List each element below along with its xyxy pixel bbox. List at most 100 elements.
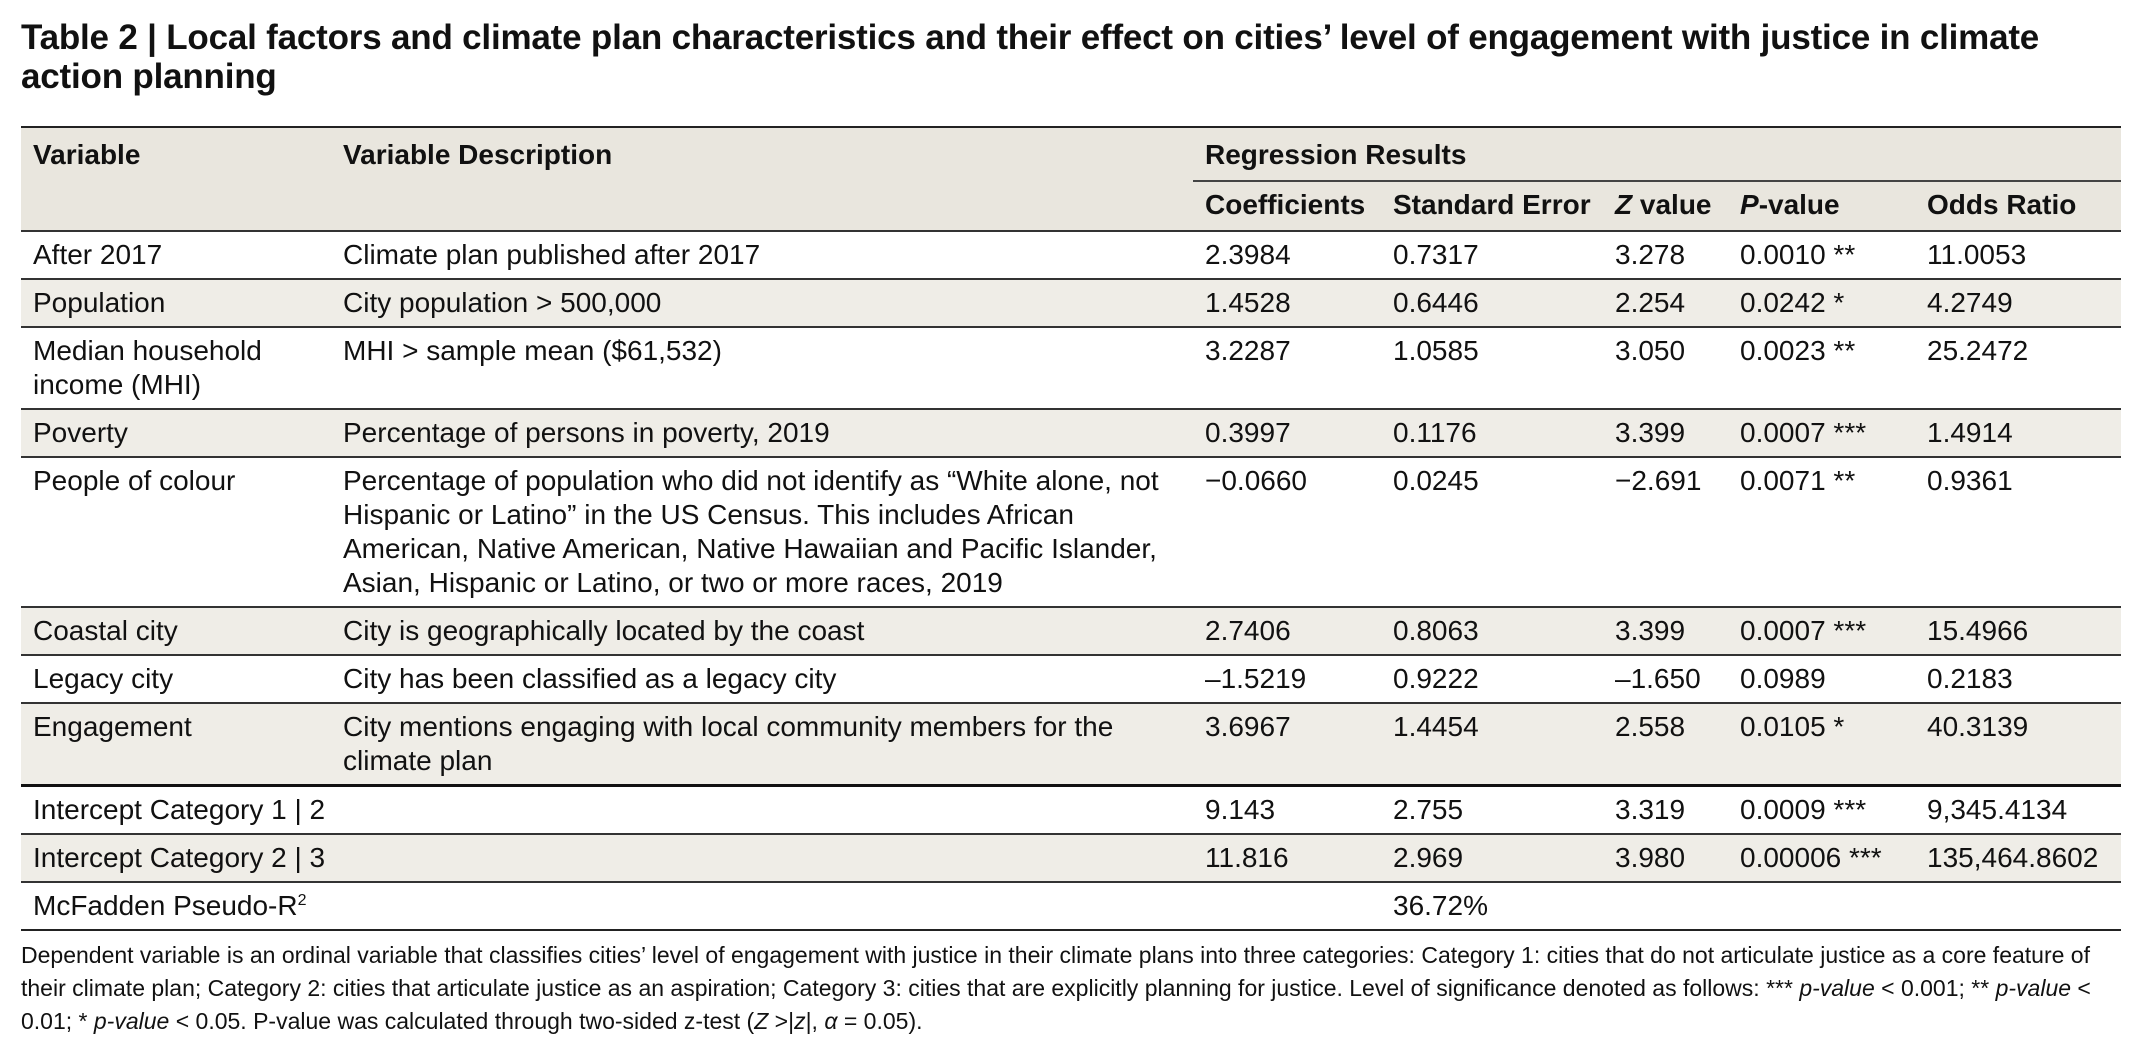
regression-table: Variable Variable Description Regression… — [21, 126, 2122, 931]
cell-description: City mentions engaging with local commun… — [331, 702, 1193, 786]
cell-mcfadden-label: McFadden Pseudo-R2 — [21, 881, 1381, 931]
cell-standard-error: 0.9222 — [1381, 654, 1603, 703]
table-row: Legacy city City has been classified as … — [21, 654, 2122, 703]
cell-z-value: 2.558 — [1603, 702, 1728, 786]
footnote-part-7: = 0.05). — [837, 1008, 923, 1034]
cell-variable: Poverty — [21, 408, 331, 457]
cell-empty — [1603, 881, 1728, 931]
cell-odds-ratio: 135,464.8602 — [1915, 833, 2122, 882]
cell-empty — [1915, 881, 2122, 931]
header-variable: Variable — [21, 126, 331, 181]
cell-odds-ratio: 0.2183 — [1915, 654, 2122, 703]
cell-p-value: 0.0105 * — [1728, 702, 1915, 786]
cell-z-value: 3.278 — [1603, 230, 1728, 279]
footnote-part-1: Dependent variable is an ordinal variabl… — [21, 942, 2090, 1001]
cell-coefficient: 1.4528 — [1193, 278, 1381, 327]
cell-z-value: 3.980 — [1603, 833, 1728, 882]
footnote-alpha: α — [824, 1008, 838, 1034]
table-container: Table 2 | Local factors and climate plan… — [21, 18, 2122, 1038]
cell-p-value: 0.0009 *** — [1728, 784, 1915, 834]
footnote-part-3: < 0.01; * — [21, 975, 2091, 1034]
table-row: Median household income (MHI) MHI > samp… — [21, 326, 2122, 409]
cell-standard-error: 1.4454 — [1381, 702, 1603, 786]
header-p-rest: -value — [1758, 189, 1840, 220]
mcfadden-label-text: McFadden Pseudo-R — [33, 890, 298, 921]
cell-empty — [1728, 881, 1915, 931]
header-blank-2 — [331, 181, 1193, 231]
cell-standard-error: 2.755 — [1381, 784, 1603, 834]
footnote-part-2: < 0.001; ** — [1874, 975, 1996, 1001]
cell-variable: Population — [21, 278, 331, 327]
cell-p-value: 0.0007 *** — [1728, 606, 1915, 655]
cell-description: MHI > sample mean ($61,532) — [331, 326, 1193, 409]
table-row-mcfadden: McFadden Pseudo-R2 36.72% — [21, 881, 2122, 931]
cell-standard-error: 0.6446 — [1381, 278, 1603, 327]
cell-variable: Engagement — [21, 702, 331, 786]
cell-standard-error: 0.0245 — [1381, 456, 1603, 607]
cell-z-value: 3.319 — [1603, 784, 1728, 834]
footnote-pvalue-2: p-value — [1995, 975, 2072, 1001]
cell-z-value: 2.254 — [1603, 278, 1728, 327]
cell-coefficient: −0.0660 — [1193, 456, 1381, 607]
cell-coefficient: 3.6967 — [1193, 702, 1381, 786]
header-description: Variable Description — [331, 126, 1193, 181]
header-standard-error: Standard Error — [1381, 180, 1603, 231]
header-p-value: P-value — [1728, 180, 1915, 231]
footnote-pvalue-1: p-value — [1799, 975, 1875, 1001]
cell-odds-ratio: 25.2472 — [1915, 326, 2122, 409]
cell-p-value: 0.0023 ** — [1728, 326, 1915, 409]
footnote-part-6: |, — [805, 1008, 825, 1034]
cell-coefficient: 3.2287 — [1193, 326, 1381, 409]
footnote-part-5: >| — [768, 1008, 795, 1034]
cell-mcfadden-value: 36.72% — [1381, 881, 1603, 931]
cell-odds-ratio: 4.2749 — [1915, 278, 2122, 327]
mcfadden-superscript: 2 — [297, 892, 307, 909]
cell-description: City population > 500,000 — [331, 278, 1193, 327]
cell-p-value: 0.0007 *** — [1728, 408, 1915, 457]
header-p-italic: P — [1740, 189, 1759, 220]
cell-coefficient: 0.3997 — [1193, 408, 1381, 457]
cell-description: City has been classified as a legacy cit… — [331, 654, 1193, 703]
cell-odds-ratio: 9,345.4134 — [1915, 784, 2122, 834]
header-blank-1 — [21, 181, 331, 231]
table-title: Table 2 | Local factors and climate plan… — [21, 18, 2040, 96]
cell-standard-error: 0.7317 — [1381, 230, 1603, 279]
cell-z-value: −2.691 — [1603, 456, 1728, 607]
cell-description: City is geographically located by the co… — [331, 606, 1193, 655]
cell-odds-ratio: 40.3139 — [1915, 702, 2122, 786]
footnote-z-lower: z — [794, 1008, 806, 1034]
footnote-part-4: < 0.05. P-value was calculated through t… — [169, 1008, 755, 1034]
cell-odds-ratio: 11.0053 — [1915, 230, 2122, 279]
header-z-rest: value — [1632, 189, 1712, 220]
table-row: People of colour Percentage of populatio… — [21, 456, 2122, 607]
cell-p-value: 0.0071 ** — [1728, 456, 1915, 607]
table-row: Poverty Percentage of persons in poverty… — [21, 408, 2122, 457]
cell-description: Percentage of population who did not ide… — [331, 456, 1193, 607]
table-row-intercept: Intercept Category 1 | 2 9.143 2.755 3.3… — [21, 784, 2122, 834]
footnote-z-upper: Z — [754, 1008, 769, 1034]
header-odds-ratio: Odds Ratio — [1915, 180, 2122, 231]
cell-variable: Intercept Category 1 | 2 — [21, 784, 1193, 834]
cell-coefficient: 2.7406 — [1193, 606, 1381, 655]
cell-coefficient: 9.143 — [1193, 784, 1381, 834]
cell-standard-error: 0.8063 — [1381, 606, 1603, 655]
cell-coefficient: –1.5219 — [1193, 654, 1381, 703]
cell-variable: Coastal city — [21, 606, 331, 655]
table-row: After 2017 Climate plan published after … — [21, 230, 2122, 279]
table-footnote: Dependent variable is an ordinal variabl… — [21, 939, 2121, 1038]
header-z-italic: Z — [1615, 189, 1633, 220]
cell-odds-ratio: 1.4914 — [1915, 408, 2122, 457]
cell-variable: Median household income (MHI) — [21, 326, 331, 409]
cell-z-value: 3.399 — [1603, 606, 1728, 655]
cell-p-value: 0.0010 ** — [1728, 230, 1915, 279]
cell-standard-error: 2.969 — [1381, 833, 1603, 882]
table-row: Coastal city City is geographically loca… — [21, 606, 2122, 655]
cell-p-value: 0.0242 * — [1728, 278, 1915, 327]
cell-description: Climate plan published after 2017 — [331, 230, 1193, 279]
header-coefficients: Coefficients — [1193, 180, 1381, 231]
cell-coefficient: 2.3984 — [1193, 230, 1381, 279]
cell-odds-ratio: 15.4966 — [1915, 606, 2122, 655]
header-z-value: Z value — [1603, 180, 1728, 231]
footnote-pvalue-3: p-value — [93, 1008, 170, 1034]
cell-variable: After 2017 — [21, 230, 331, 279]
